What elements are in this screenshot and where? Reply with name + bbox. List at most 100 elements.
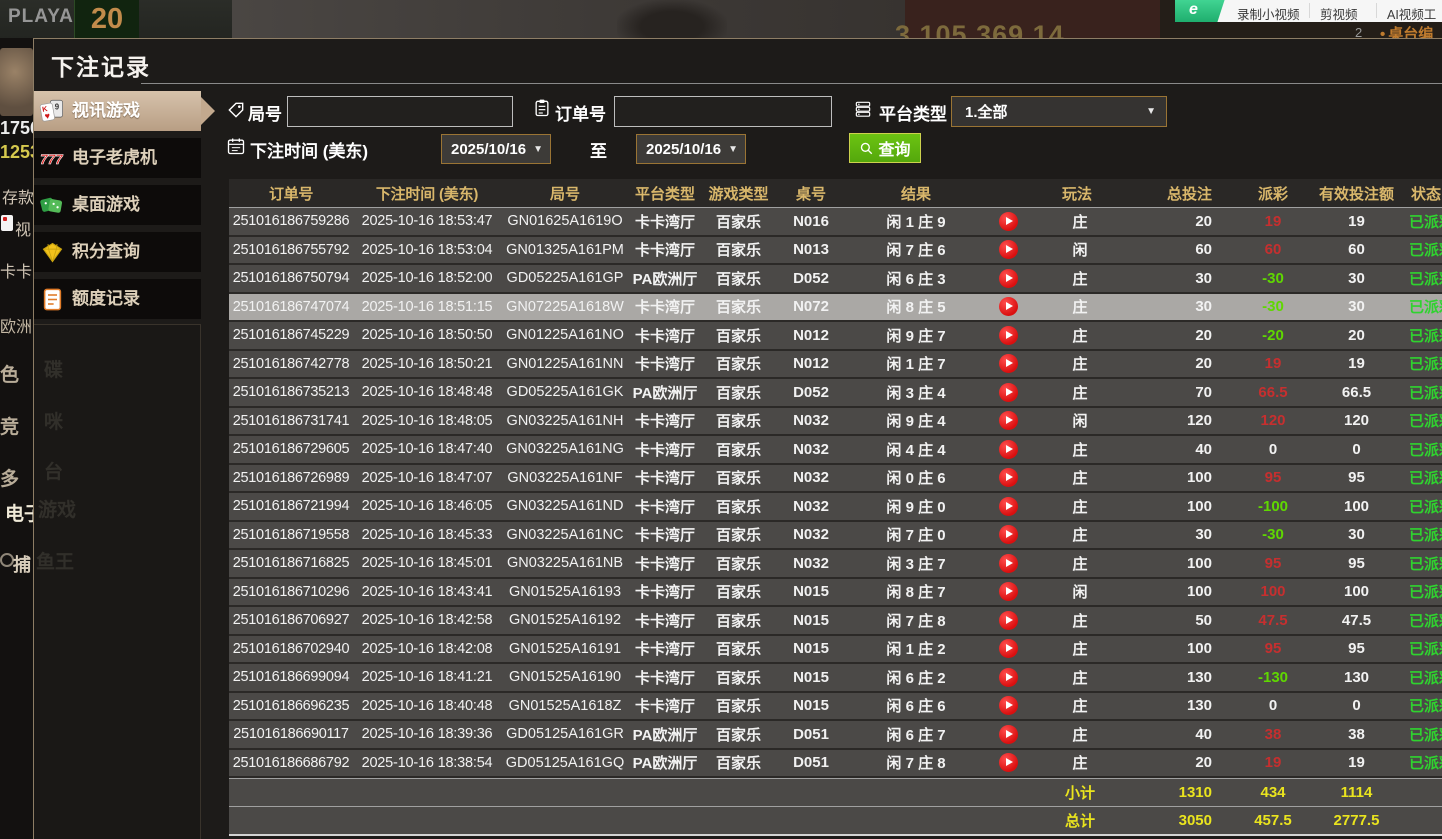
- ghost-fragment: 鱼王: [36, 552, 75, 573]
- cell-round: GN01225A161NO: [506, 327, 624, 344]
- cell-replay: [986, 436, 1030, 463]
- cell-valid: 38: [1348, 725, 1365, 743]
- replay-icon[interactable]: [998, 610, 1018, 630]
- cell-platform: 卡卡湾厅: [634, 641, 695, 659]
- cell-table: D052: [793, 383, 829, 401]
- table-body: 251016186759286 2025-10-16 18:53:47 GN0162…: [229, 208, 1442, 778]
- sidebar-item-label: 桌面游戏: [72, 195, 140, 214]
- table-row[interactable]: 251016186721994 2025-10-16 18:46:05 GN0322…: [229, 493, 1442, 522]
- replay-icon[interactable]: [998, 496, 1018, 516]
- dealer-silhouette: [617, 0, 727, 38]
- replay-icon[interactable]: [998, 525, 1018, 545]
- replay-icon[interactable]: [998, 639, 1018, 659]
- cell-replay: [986, 379, 1030, 406]
- cell-replay: [986, 522, 1030, 549]
- sidebar-item-points-query[interactable]: 积分查询: [34, 232, 201, 272]
- col-header-play: 玩法: [1061, 185, 1092, 203]
- round-input[interactable]: [287, 96, 513, 127]
- replay-icon[interactable]: [998, 354, 1018, 374]
- cell-play: 闲: [1072, 242, 1088, 260]
- sidebar-item-live-games[interactable]: 9 K ♥ 视讯游戏: [34, 91, 215, 131]
- svg-text:777: 777: [40, 152, 64, 167]
- cell-table: D051: [793, 725, 829, 743]
- cell-time: 2025-10-16 18:40:48: [361, 697, 493, 714]
- cell-payout: -20: [1262, 326, 1284, 344]
- replay-icon[interactable]: [998, 382, 1018, 402]
- bet-records-table: 订单号 下注时间 (美东) 局号 平台类型 游戏类型 桌号 结果 玩法 总投注 …: [229, 179, 1442, 836]
- sidebar-item-quota-records[interactable]: 额度记录: [34, 279, 201, 319]
- replay-icon[interactable]: [998, 240, 1018, 260]
- cell-status: 已派彩: [1409, 584, 1442, 602]
- cut-video-button[interactable]: 剪视频: [1320, 8, 1358, 22]
- table-row[interactable]: 251016186702940 2025-10-16 18:42:08 GN0152…: [229, 635, 1442, 664]
- replay-icon[interactable]: [998, 268, 1018, 288]
- ai-video-tools-button[interactable]: AI视频工具: [1387, 8, 1437, 22]
- replay-icon[interactable]: [998, 211, 1018, 231]
- cell-game: 百家乐: [715, 527, 761, 545]
- date-to-picker[interactable]: 2025/10/16 ▼: [636, 134, 746, 164]
- table-row[interactable]: 251016186745229 2025-10-16 18:50:50 GN0122…: [229, 322, 1442, 351]
- cell-order: 251016186706927: [232, 612, 350, 629]
- table-row[interactable]: 251016186731741 2025-10-16 18:48:05 GN0322…: [229, 407, 1442, 436]
- cell-table: N032: [793, 440, 829, 458]
- table-row[interactable]: 251016186742778 2025-10-16 18:50:21 GN0122…: [229, 350, 1442, 379]
- points-gem-icon: [39, 239, 66, 266]
- replay-icon[interactable]: [998, 582, 1018, 602]
- bg-fragment: 欧洲: [0, 319, 33, 336]
- cell-play: 庄: [1072, 612, 1088, 630]
- replay-icon[interactable]: [998, 325, 1018, 345]
- date-from-picker[interactable]: 2025/10/16 ▼: [441, 134, 551, 164]
- replay-icon[interactable]: [998, 411, 1018, 431]
- table-row[interactable]: 251016186706927 2025-10-16 18:42:58 GN0152…: [229, 607, 1442, 636]
- cell-time: 2025-10-16 18:53:04: [361, 241, 493, 258]
- replay-icon[interactable]: [998, 439, 1018, 459]
- replay-icon[interactable]: [998, 667, 1018, 687]
- table-row[interactable]: 251016186759286 2025-10-16 18:53:47 GN0162…: [229, 208, 1442, 237]
- replay-icon[interactable]: [998, 553, 1018, 573]
- table-row[interactable]: 251016186686792 2025-10-16 18:38:54 GD0512…: [229, 749, 1442, 778]
- cell-result: 闲 3 庄 7: [886, 555, 946, 573]
- cell-status: 已派彩: [1409, 242, 1442, 260]
- replay-icon[interactable]: [998, 724, 1018, 744]
- table-row[interactable]: 251016186710296 2025-10-16 18:43:41 GN0152…: [229, 578, 1442, 607]
- cell-bet: 100: [1186, 469, 1212, 487]
- cell-bet: 30: [1195, 526, 1212, 544]
- table-row[interactable]: 251016186699094 2025-10-16 18:41:21 GN0152…: [229, 664, 1442, 693]
- table-row[interactable]: 251016186729605 2025-10-16 18:47:40 GN0322…: [229, 436, 1442, 465]
- table-row[interactable]: 251016186750794 2025-10-16 18:52:00 GD0522…: [229, 265, 1442, 294]
- cell-platform: 卡卡湾厅: [634, 356, 695, 374]
- cell-status: 已派彩: [1409, 470, 1442, 488]
- replay-icon[interactable]: [998, 696, 1018, 716]
- platform-select[interactable]: 1.全部 ▼: [951, 96, 1167, 127]
- table-row[interactable]: 251016186690117 2025-10-16 18:39:36 GD0512…: [229, 721, 1442, 750]
- table-row[interactable]: 251016186726989 2025-10-16 18:47:07 GN0322…: [229, 464, 1442, 493]
- order-filter-label: 订单号: [555, 105, 606, 124]
- table-row[interactable]: 251016186747074 2025-10-16 18:51:15 GN0722…: [229, 293, 1442, 322]
- table-row[interactable]: 251016186755792 2025-10-16 18:53:04 GN0132…: [229, 236, 1442, 265]
- replay-icon[interactable]: [998, 468, 1018, 488]
- replay-icon[interactable]: [998, 297, 1018, 317]
- sidebar-item-table-games[interactable]: 桌面游戏: [34, 185, 201, 225]
- cell-platform: PA欧洲厅: [632, 384, 698, 402]
- cell-payout: 19: [1264, 754, 1282, 772]
- cell-round: GD05225A161GP: [506, 270, 624, 287]
- table-row[interactable]: 251016186716825 2025-10-16 18:45:01 GN0322…: [229, 550, 1442, 579]
- cell-order: 251016186702940: [232, 640, 350, 657]
- replay-icon[interactable]: [998, 753, 1018, 773]
- date-from-value: 2025/10/16: [451, 140, 527, 158]
- table-row[interactable]: 251016186735213 2025-10-16 18:48:48 GD0522…: [229, 379, 1442, 408]
- query-button[interactable]: 查询: [849, 133, 921, 163]
- record-clip-button[interactable]: 录制小视频: [1237, 8, 1300, 22]
- cell-time: 2025-10-16 18:53:47: [361, 213, 493, 230]
- cards-icon: 9 K ♥: [39, 98, 66, 125]
- order-input[interactable]: [614, 96, 832, 127]
- cell-table: D052: [793, 269, 829, 287]
- sidebar-item-slots[interactable]: 777 电子老虎机: [34, 138, 201, 178]
- table-row[interactable]: 251016186696235 2025-10-16 18:40:48 GN0152…: [229, 692, 1442, 721]
- table-row[interactable]: 251016186719558 2025-10-16 18:45:33 GN0322…: [229, 521, 1442, 550]
- cell-result: 闲 9 庄 7: [886, 327, 946, 345]
- sidebar-item-label: 视讯游戏: [72, 101, 140, 120]
- sidebar-item-label: 积分查询: [72, 242, 140, 261]
- cell-time: 2025-10-16 18:50:21: [361, 355, 493, 372]
- cell-platform: PA欧洲厅: [632, 270, 698, 288]
